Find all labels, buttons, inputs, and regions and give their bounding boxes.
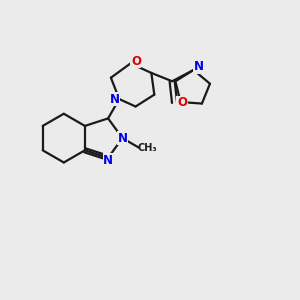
Text: O: O (131, 55, 141, 68)
Text: N: N (117, 132, 128, 145)
Text: N: N (110, 93, 120, 106)
Text: N: N (194, 61, 204, 74)
Text: CH₃: CH₃ (138, 143, 157, 153)
Text: O: O (177, 96, 187, 109)
Text: N: N (103, 154, 113, 167)
